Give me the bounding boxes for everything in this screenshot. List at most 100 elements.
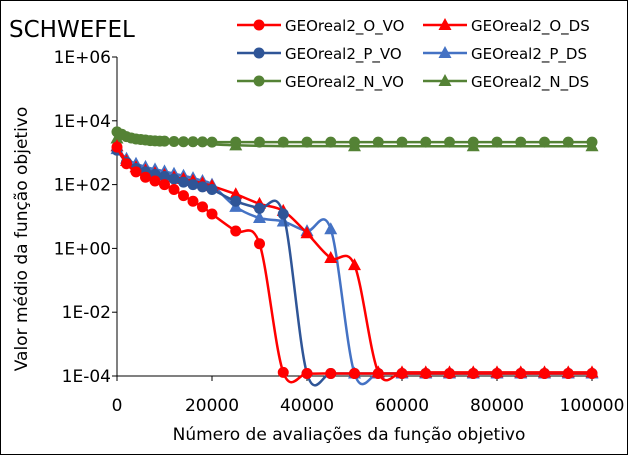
data-point-triangle [229, 187, 243, 200]
data-point-circle [586, 136, 598, 148]
series-layer [110, 126, 599, 387]
series-georeal2-n-vo [111, 126, 598, 148]
chart-title: SCHWEFEL [9, 17, 135, 43]
data-point-circle [491, 136, 503, 148]
legend-item: GEOreal2_O_VO [237, 17, 405, 36]
data-point-triangle [300, 226, 314, 239]
legend-item: GEOreal2_N_VO [237, 73, 404, 92]
data-point-circle [159, 135, 170, 147]
data-point-circle [349, 136, 360, 148]
data-point-circle [539, 136, 550, 148]
y-axis-label: Valor médio da função objetivo [12, 107, 32, 372]
data-point-circle [444, 367, 455, 379]
data-point-circle [420, 136, 432, 148]
data-point-circle [254, 136, 265, 148]
data-point-circle [206, 184, 218, 196]
legend-item: GEOreal2_O_DS [423, 17, 590, 36]
x-axis-label: Número de avaliações da função objetivo [173, 425, 526, 445]
data-point-circle [325, 367, 337, 379]
data-point-circle [277, 208, 289, 220]
data-point-circle [396, 367, 408, 379]
legend-label: GEOreal2_O_DS [471, 17, 590, 36]
legend-marker [253, 75, 265, 87]
legend-marker [253, 19, 265, 31]
data-point-circle [187, 195, 199, 207]
data-point-circle [197, 136, 208, 148]
data-point-circle [539, 367, 550, 379]
y-tick-label: 1E+06 [54, 48, 111, 68]
legend-item: GEOreal2_P_DS [423, 45, 587, 64]
data-point-circle [130, 166, 142, 178]
data-point-circle [178, 190, 189, 202]
data-point-circle [301, 136, 313, 148]
data-point-circle [121, 158, 132, 170]
data-point-circle [562, 367, 574, 379]
x-tick-label: 80000 [470, 396, 524, 416]
data-point-circle [372, 136, 384, 148]
legend-label: GEOreal2_N_VO [285, 73, 404, 92]
legend-label: GEOreal2_P_DS [471, 45, 587, 64]
data-point-circle [230, 195, 242, 207]
legend-marker [438, 18, 452, 31]
data-point-circle [372, 367, 384, 379]
data-point-circle [301, 367, 313, 379]
data-point-triangle [324, 222, 338, 235]
data-point-circle [197, 181, 208, 193]
data-point-circle [325, 136, 337, 148]
data-point-circle [586, 367, 598, 379]
legend: GEOreal2_O_VO GEOreal2_O_DS GEOreal2_P_VO G… [237, 17, 590, 92]
data-point-circle [254, 238, 265, 250]
data-point-circle [254, 202, 265, 214]
data-point-circle [206, 208, 218, 220]
legend-label: GEOreal2_N_DS [471, 73, 589, 92]
legend-marker [438, 46, 452, 59]
legend-marker [438, 74, 452, 87]
data-point-circle [349, 367, 360, 379]
x-tick-label: 20000 [185, 396, 239, 416]
data-point-circle [140, 171, 151, 183]
y-tick-label: 1E-02 [62, 303, 111, 323]
series-georeal2-o-ds [110, 139, 599, 382]
data-point-circle [159, 170, 170, 182]
y-tick-label: 1E+04 [54, 112, 111, 132]
data-point-circle [562, 136, 574, 148]
series-georeal2-o-vo [111, 141, 598, 384]
data-point-circle [111, 141, 123, 153]
legend-label: GEOreal2_P_VO [285, 45, 402, 64]
legend-item: GEOreal2_N_DS [423, 73, 589, 92]
data-point-circle [168, 173, 180, 185]
data-point-triangle [324, 251, 338, 264]
data-point-circle [277, 136, 289, 148]
data-point-circle [491, 367, 503, 379]
data-point-circle [420, 367, 432, 379]
data-point-circle [187, 179, 199, 191]
data-point-circle [178, 136, 189, 148]
x-tick-label: 60000 [375, 396, 429, 416]
data-point-circle [168, 184, 180, 196]
data-point-circle [230, 225, 242, 237]
x-tick-label: 0 [112, 396, 123, 416]
data-point-triangle [253, 210, 266, 223]
data-point-circle [230, 136, 242, 148]
data-point-triangle [348, 258, 361, 271]
data-point-circle [178, 176, 189, 188]
data-point-circle [467, 136, 479, 148]
data-point-circle [197, 201, 208, 213]
legend-marker [253, 47, 265, 59]
data-point-circle [206, 136, 218, 148]
data-point-circle [515, 367, 527, 379]
data-point-circle [396, 136, 408, 148]
y-tick-label: 1E-04 [62, 367, 111, 387]
data-point-circle [168, 135, 180, 147]
data-point-circle [444, 136, 455, 148]
data-point-triangle [110, 131, 124, 144]
data-point-circle [277, 366, 289, 378]
legend-label: GEOreal2_O_VO [285, 17, 405, 36]
x-tick-label: 100000 [560, 396, 625, 416]
x-tick-label: 40000 [280, 396, 334, 416]
data-point-circle [149, 175, 161, 187]
y-tick-label: 1E+02 [54, 176, 111, 196]
data-point-circle [187, 136, 199, 148]
